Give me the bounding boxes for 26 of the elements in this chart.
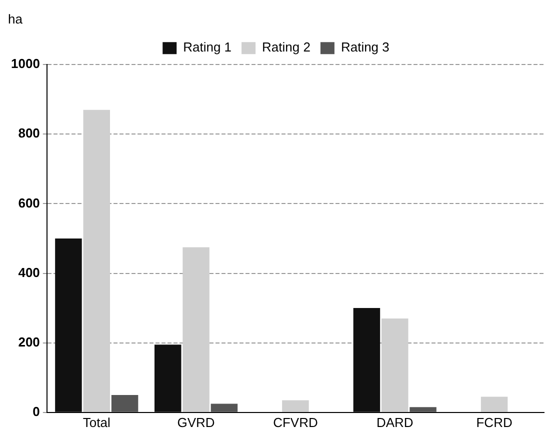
bar: [282, 400, 309, 412]
legend-label: Rating 2: [262, 40, 310, 55]
legend-label: Rating 1: [183, 40, 232, 55]
bar: [111, 395, 138, 412]
x-tick-label: Total: [82, 414, 110, 430]
bar: [410, 407, 436, 412]
x-tick-label: CFVRD: [273, 414, 318, 430]
bar: [353, 308, 380, 412]
y-tick-label: 400: [18, 264, 40, 280]
x-tick-label: DARD: [376, 414, 414, 430]
y-tick-label: 1000: [11, 56, 40, 72]
bar: [55, 238, 82, 412]
bar: [182, 247, 210, 412]
y-axis-title: ha: [8, 11, 24, 26]
y-tick-label: 800: [18, 126, 40, 141]
y-tick-label: 0: [32, 404, 40, 419]
bar: [210, 404, 238, 412]
y-tick-label: 600: [18, 195, 40, 210]
bar: [381, 318, 408, 412]
y-tick-label: 200: [18, 334, 40, 350]
x-tick-label: GVRD: [177, 414, 215, 430]
bar: [480, 396, 508, 412]
bar: [83, 110, 110, 412]
bar: [154, 344, 182, 412]
legend-label: Rating 3: [340, 40, 390, 55]
x-tick-label: FCRD: [476, 414, 512, 430]
